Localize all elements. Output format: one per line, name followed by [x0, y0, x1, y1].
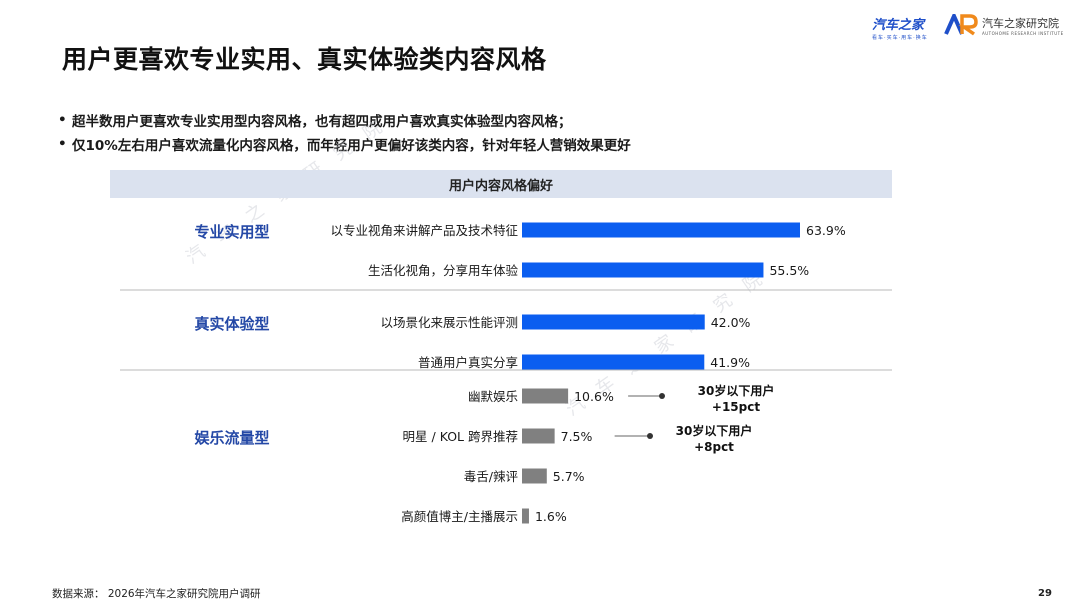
bar [522, 508, 529, 524]
ar-logo-icon [944, 14, 978, 36]
research-institute-logo: 汽车之家研究院 AUTOHOME RESEARCH INSTITUTE [944, 14, 1064, 36]
bullet-item: • 仅10%左右用户喜欢流量化内容风格，而年轻用户更偏好该类内容，针对年轻人营销… [58, 132, 631, 156]
bullet-dot-icon: • [58, 136, 67, 152]
annotation-dot [647, 433, 653, 439]
annotation-text: +8pct [694, 440, 734, 454]
bar [522, 314, 705, 330]
autohome-logo-name: 汽车之家 [872, 18, 925, 33]
bar [522, 428, 555, 444]
research-institute-tagline: AUTOHOME RESEARCH INSTITUTE [982, 30, 1064, 36]
data-label: 42.0% [711, 315, 751, 330]
bar [522, 222, 800, 238]
data-label: 55.5% [769, 263, 809, 278]
summary-bullets: • 超半数用户更喜欢专业实用型内容风格，也有超四成用户喜欢真实体验型内容风格； … [58, 108, 631, 156]
category-label: 幽默娱乐 [468, 389, 518, 404]
bullet-text: 仅10%左右用户喜欢流量化内容风格，而年轻用户更偏好该类内容，针对年轻人营销效果… [72, 138, 631, 154]
category-label: 明星 / KOL 跨界推荐 [403, 429, 518, 444]
annotation-dot [659, 393, 665, 399]
data-label: 41.9% [710, 355, 750, 370]
page-number: 29 [1038, 588, 1052, 599]
group-label: 专业实用型 [194, 223, 269, 241]
annotation-text: +15pct [712, 400, 760, 414]
chart-canvas: 专业实用型 以专业视角来讲解产品及技术特征 63.9% 生活化视角，分享用车体验 55.… [120, 222, 892, 524]
data-label: 5.7% [553, 469, 585, 484]
annotation-text: 30岁以下用户 [676, 423, 753, 438]
bar [522, 468, 547, 484]
group-label: 娱乐流量型 [194, 429, 269, 447]
data-label: 1.6% [535, 509, 567, 524]
category-label: 以场景化来展示性能评测 [380, 315, 518, 330]
data-source-note: 数据来源： 2026年汽车之家研究院用户调研 [52, 588, 261, 600]
category-label: 高颜值博主/主播展示 [401, 509, 518, 524]
page-title: 用户更喜欢专业实用、真实体验类内容风格 [62, 45, 547, 74]
annotation-text: 30岁以下用户 [698, 383, 775, 398]
chart-title: 用户内容风格偏好 [110, 170, 892, 198]
data-label: 10.6% [574, 389, 614, 404]
research-institute-name: 汽车之家研究院 [982, 16, 1059, 30]
bullet-text: 超半数用户更喜欢专业实用型内容风格，也有超四成用户喜欢真实体验型内容风格； [72, 114, 572, 130]
bullet-item: • 超半数用户更喜欢专业实用型内容风格，也有超四成用户喜欢真实体验型内容风格； [58, 108, 631, 132]
data-label: 7.5% [561, 429, 593, 444]
bar [522, 388, 569, 404]
category-label: 毒舌/辣评 [464, 469, 518, 484]
data-label: 63.9% [806, 223, 846, 238]
category-label: 以专业视角来讲解产品及技术特征 [330, 223, 518, 238]
category-label: 生活化视角，分享用车体验 [368, 263, 519, 278]
category-label: 普通用户真实分享 [418, 355, 518, 370]
autohome-logo: 汽车之家 看车·买车·用车·换车 [872, 14, 928, 41]
bar [522, 262, 764, 278]
autohome-logo-tagline: 看车·买车·用车·换车 [872, 35, 928, 41]
group-label: 真实体验型 [194, 315, 269, 333]
bullet-dot-icon: • [58, 112, 67, 128]
style-preference-chart: 用户内容风格偏好 专业实用型 以专业视角来讲解产品及技术特征 63.9% 生活化视角，… [110, 170, 892, 550]
bar [522, 354, 705, 370]
